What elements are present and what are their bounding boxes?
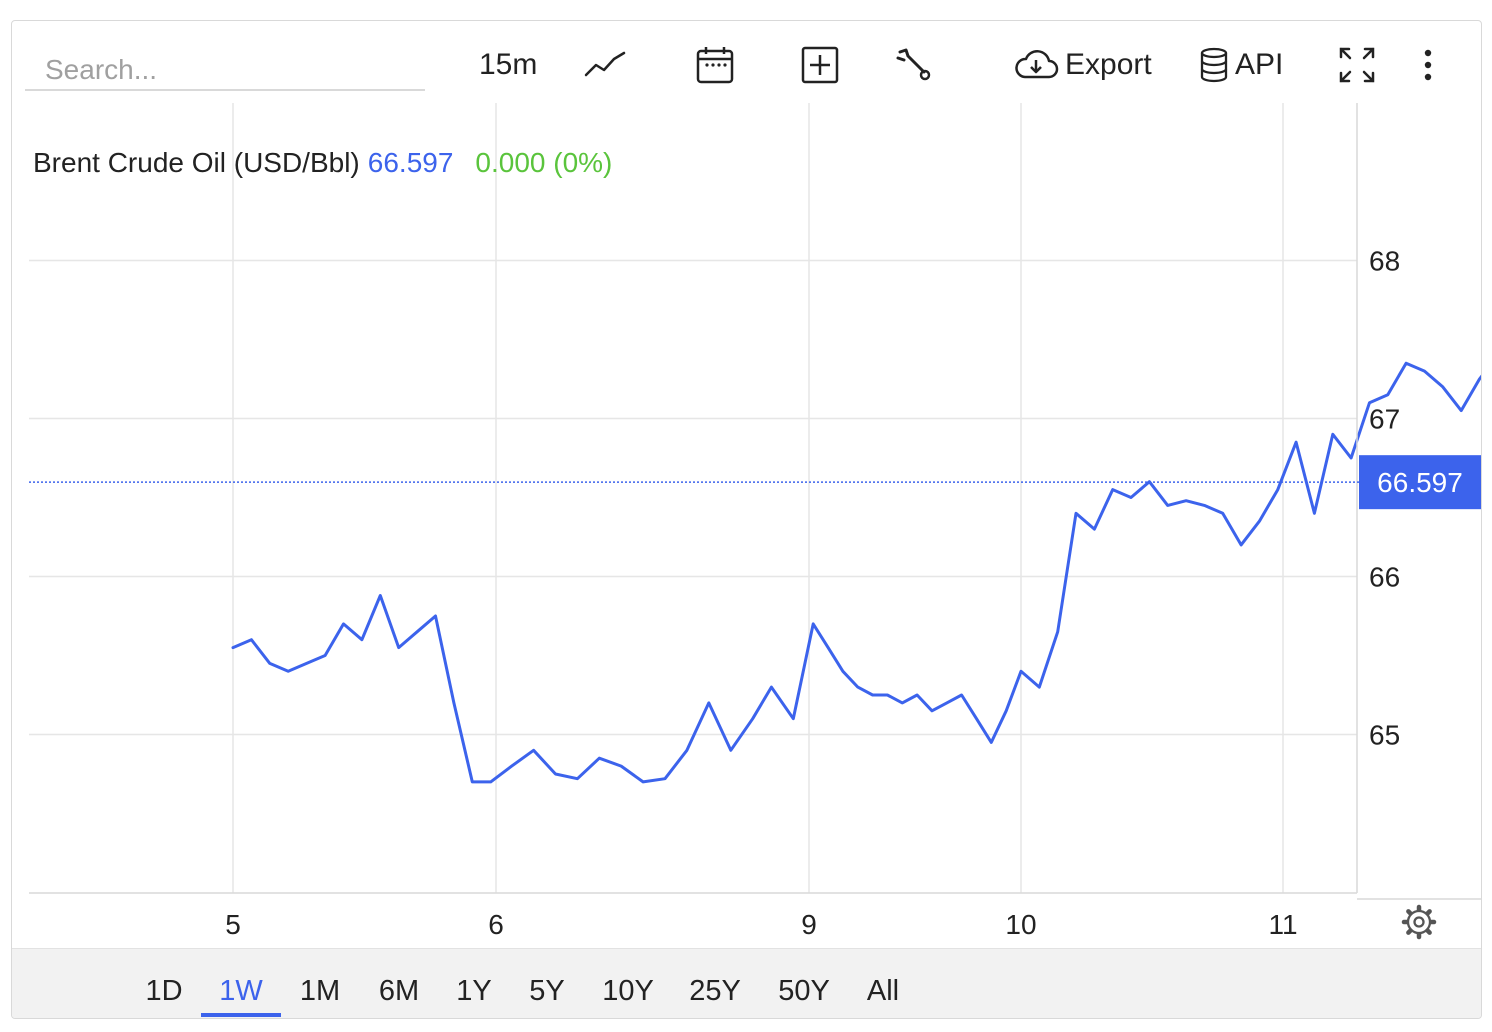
export-label: Export (1065, 48, 1152, 81)
chart-widget: 15m (11, 20, 1482, 1019)
x-tick-label: 5 (225, 909, 241, 940)
x-tick-label: 11 (1268, 909, 1297, 940)
current-price: 66.597 (367, 147, 454, 178)
range-1d[interactable]: 1D (145, 975, 183, 1007)
toolbar: 15m (12, 21, 1481, 103)
price-change: 0.000 (0%) (475, 147, 613, 178)
interval-button[interactable]: 15m (479, 43, 537, 87)
series-layer (231, 361, 1481, 784)
date-range-button[interactable] (695, 43, 735, 87)
y-tick-label: 67 (1369, 404, 1400, 435)
database-icon (1200, 47, 1228, 83)
range-10y[interactable]: 10Y (602, 975, 654, 1007)
x-tick-label: 10 (1005, 909, 1036, 940)
export-button[interactable]: Export (1013, 43, 1152, 87)
plus-square-icon (801, 46, 839, 84)
range-25y[interactable]: 25Y (689, 975, 741, 1007)
instrument-name: Brent Crude Oil (USD/Bbl) (33, 147, 360, 178)
y-tick-label: 68 (1369, 246, 1400, 277)
search-input[interactable] (25, 51, 425, 91)
calendar-icon (696, 47, 734, 84)
axes: 65 66 67 68 5 6 9 10 11 66.597 (29, 103, 1481, 940)
api-label: API (1235, 48, 1284, 81)
wrench-icon (896, 48, 931, 81)
last-price-label: 66.597 (1377, 467, 1463, 498)
y-tick-label: 66 (1369, 562, 1400, 593)
settings-gear-icon[interactable] (1401, 904, 1437, 940)
active-range-indicator (201, 1013, 281, 1017)
range-50y[interactable]: 50Y (778, 975, 830, 1007)
tools-button[interactable] (894, 43, 932, 87)
interval-label: 15m (479, 48, 538, 81)
range-6m[interactable]: 6M (378, 975, 420, 1007)
range-all[interactable]: All (866, 975, 900, 1007)
range-1y[interactable]: 1Y (456, 975, 492, 1007)
last-price-badge (1359, 455, 1481, 510)
range-1m[interactable]: 1M (299, 975, 341, 1007)
x-tick-label: 9 (801, 909, 817, 940)
instrument-header: Brent Crude Oil (USD/Bbl) 66.597 0.000 (0%… (33, 147, 612, 179)
grid (29, 103, 1357, 893)
y-tick-label: 65 (1369, 720, 1400, 751)
series-line (231, 361, 1481, 784)
range-selector: 1D 1W 1M 6M 1Y 5Y 10Y 25Y 50Y All (12, 948, 1481, 1018)
api-button[interactable]: API (1199, 43, 1283, 87)
chart-type-button[interactable] (584, 43, 626, 87)
x-tick-label: 6 (488, 909, 504, 940)
cloud-download-icon (1015, 50, 1059, 79)
line-chart-icon (584, 51, 626, 77)
fullscreen-icon (1339, 47, 1375, 83)
price-chart: 65 66 67 68 5 6 9 10 11 66.597 (29, 103, 1481, 940)
more-options-button[interactable] (1420, 43, 1436, 87)
fullscreen-button[interactable] (1337, 43, 1377, 87)
range-1w[interactable]: 1W (219, 975, 263, 1007)
range-5y[interactable]: 5Y (529, 975, 565, 1007)
more-vertical-icon (1424, 49, 1432, 81)
add-comparison-button[interactable] (801, 43, 839, 87)
